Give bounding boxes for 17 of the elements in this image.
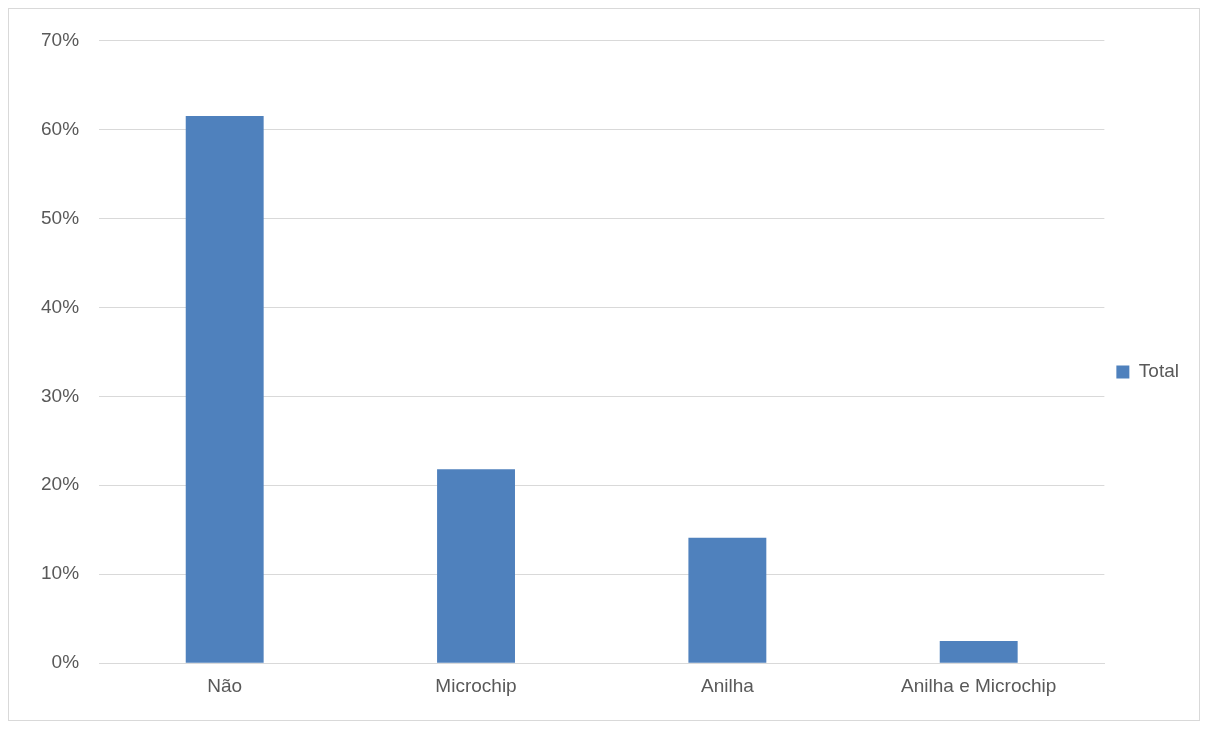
x-tick-label: Não [207, 674, 243, 696]
y-tick-label: 50% [41, 206, 80, 228]
y-tick-label: 60% [41, 117, 80, 139]
y-tick-label: 70% [41, 28, 80, 50]
y-tick-label: 40% [41, 295, 80, 317]
bar [939, 640, 1018, 663]
bar [688, 537, 767, 663]
bar [185, 116, 264, 663]
bar [437, 469, 515, 663]
y-tick-label: 30% [41, 384, 80, 406]
legend-label: Total [1138, 360, 1180, 382]
x-tick-label: Anilha e Microchip [901, 674, 1057, 696]
y-tick-label: 20% [41, 473, 80, 495]
x-tick-label: Anilha [700, 674, 755, 696]
y-tick-label: 10% [41, 562, 80, 584]
x-tick-label: Microchip [435, 674, 517, 696]
y-tick-label: 0% [51, 651, 80, 673]
